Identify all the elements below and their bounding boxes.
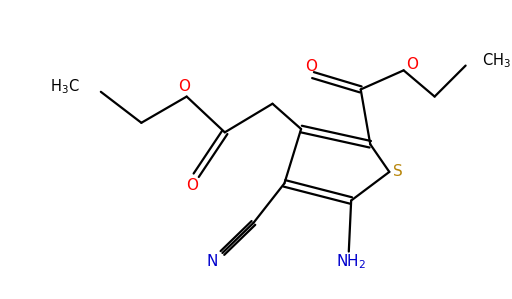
Text: N: N [206, 254, 218, 269]
Text: O: O [178, 79, 190, 94]
Text: NH$_2$: NH$_2$ [336, 253, 366, 271]
Text: O: O [406, 57, 418, 72]
Text: H$_3$C: H$_3$C [50, 78, 79, 96]
Text: S: S [393, 164, 402, 179]
Text: CH$_3$: CH$_3$ [482, 51, 511, 70]
Text: O: O [305, 59, 316, 74]
Text: O: O [186, 178, 198, 193]
